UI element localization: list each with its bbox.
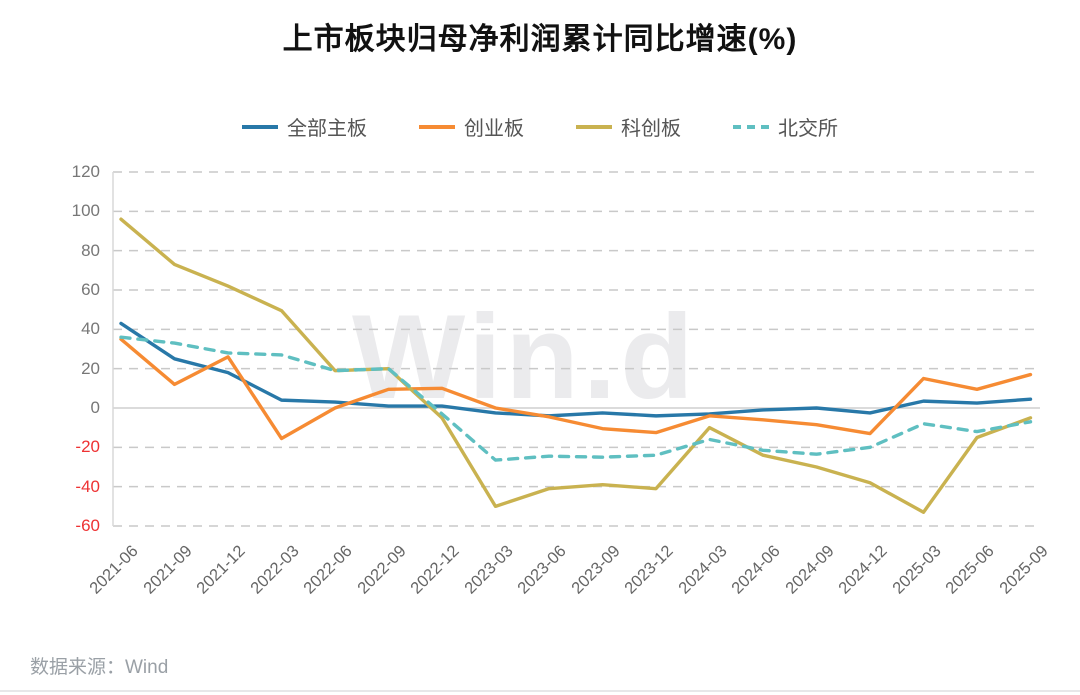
legend: 全部主板 创业板 科创板 北交所 xyxy=(0,112,1080,141)
series-line-star-market xyxy=(119,217,1033,514)
legend-label: 北交所 xyxy=(778,118,838,140)
y-tick-label: 20 xyxy=(81,358,100,378)
legend-item-main-board[interactable]: 全部主板 xyxy=(242,112,367,141)
legend-line-icon xyxy=(733,124,769,129)
legend-label: 创业板 xyxy=(464,118,524,140)
y-tick-label: 60 xyxy=(81,280,100,299)
legend-line-icon xyxy=(576,124,612,129)
data-source-note: 数据来源：Wind xyxy=(30,657,169,678)
legend-item-bse[interactable]: 北交所 xyxy=(733,112,838,141)
y-tick-label: -20 xyxy=(75,437,100,457)
legend-item-chinext[interactable]: 创业板 xyxy=(419,112,524,141)
legend-line-icon xyxy=(242,124,278,129)
chart-title: 上市板块归母净利润累计同比增速(%) xyxy=(282,23,798,56)
y-tick-label: 120 xyxy=(71,162,100,181)
y-tick-label: 100 xyxy=(71,201,100,221)
series-line-bse xyxy=(119,335,1033,462)
y-tick-label: 80 xyxy=(81,240,100,260)
y-tick-label: 40 xyxy=(81,319,100,339)
bottom-divider xyxy=(0,690,1080,692)
legend-item-star-market[interactable]: 科创板 xyxy=(576,112,681,141)
legend-label: 全部主板 xyxy=(287,118,367,140)
y-tick-label: 0 xyxy=(90,398,100,417)
legend-line-icon xyxy=(419,124,455,129)
legend-label: 科创板 xyxy=(621,118,681,140)
series-line-main-board xyxy=(119,321,1033,418)
series-line-chinext xyxy=(119,337,1033,441)
wind-watermark: Win.d xyxy=(352,290,698,424)
y-tick-label: -40 xyxy=(75,476,100,496)
y-tick-label: -60 xyxy=(75,516,100,535)
